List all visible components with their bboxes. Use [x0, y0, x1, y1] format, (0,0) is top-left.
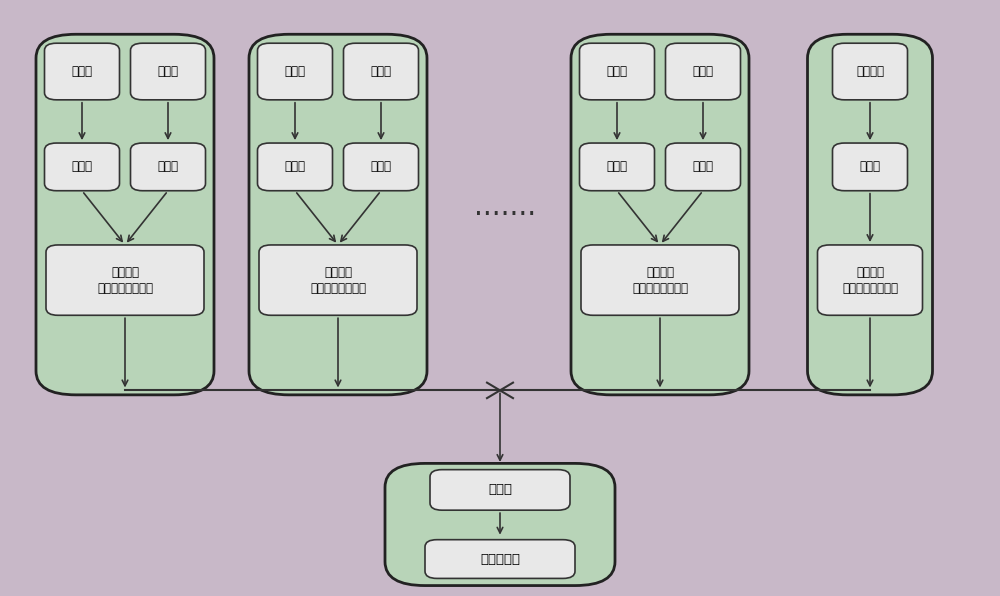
FancyBboxPatch shape: [45, 143, 120, 191]
Text: ·······: ·······: [474, 201, 536, 228]
FancyBboxPatch shape: [430, 470, 570, 510]
Text: 工控机一
（图像处理单元）: 工控机一 （图像处理单元）: [97, 266, 153, 294]
FancyBboxPatch shape: [258, 143, 332, 191]
Text: 相机四: 相机四: [285, 65, 306, 78]
Text: 相机一: 相机一: [158, 65, 178, 78]
FancyBboxPatch shape: [580, 44, 654, 100]
Text: 采集卡: 采集卡: [158, 160, 178, 173]
FancyBboxPatch shape: [580, 143, 654, 191]
Text: 磁环检出口: 磁环检出口: [480, 552, 520, 566]
FancyBboxPatch shape: [344, 143, 419, 191]
FancyBboxPatch shape: [818, 245, 922, 315]
Text: 相机二: 相机二: [72, 65, 92, 78]
FancyBboxPatch shape: [832, 44, 908, 100]
FancyBboxPatch shape: [666, 44, 740, 100]
FancyBboxPatch shape: [249, 34, 427, 395]
FancyBboxPatch shape: [385, 464, 615, 585]
Text: 工控机六
（图像处理单元）: 工控机六 （图像处理单元）: [842, 266, 898, 294]
FancyBboxPatch shape: [46, 245, 204, 315]
FancyBboxPatch shape: [130, 44, 206, 100]
FancyBboxPatch shape: [344, 44, 419, 100]
Text: 相机十一: 相机十一: [856, 65, 884, 78]
Text: 工控机二
（图像处理单元）: 工控机二 （图像处理单元）: [310, 266, 366, 294]
FancyBboxPatch shape: [258, 44, 332, 100]
Text: 相机九: 相机九: [692, 65, 714, 78]
FancyBboxPatch shape: [45, 44, 120, 100]
Text: 采集卡: 采集卡: [370, 160, 392, 173]
Text: 相机三: 相机三: [370, 65, 392, 78]
FancyBboxPatch shape: [666, 143, 740, 191]
Text: 采集卡: 采集卡: [606, 160, 628, 173]
Text: 工控机五
（图像处理单元）: 工控机五 （图像处理单元）: [632, 266, 688, 294]
FancyBboxPatch shape: [832, 143, 908, 191]
FancyBboxPatch shape: [259, 245, 417, 315]
FancyBboxPatch shape: [571, 34, 749, 395]
FancyBboxPatch shape: [808, 34, 932, 395]
Text: 采集卡: 采集卡: [72, 160, 92, 173]
Text: 相机十: 相机十: [606, 65, 628, 78]
Text: 采集卡: 采集卡: [285, 160, 306, 173]
Text: 采集卡: 采集卡: [860, 160, 881, 173]
FancyBboxPatch shape: [130, 143, 206, 191]
Text: 采集卡: 采集卡: [692, 160, 714, 173]
Text: 主控机: 主控机: [488, 483, 512, 496]
FancyBboxPatch shape: [425, 540, 575, 578]
FancyBboxPatch shape: [581, 245, 739, 315]
FancyBboxPatch shape: [36, 34, 214, 395]
